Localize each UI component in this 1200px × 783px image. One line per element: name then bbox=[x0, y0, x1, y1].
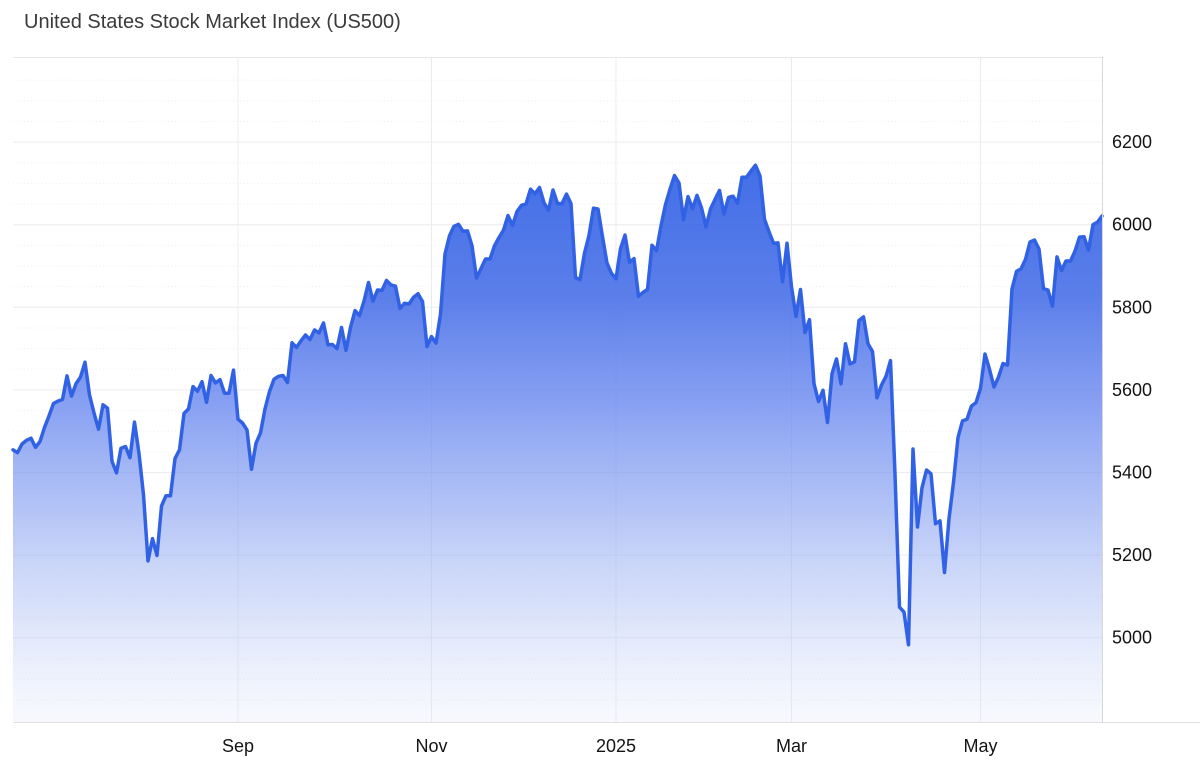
y-axis-label: 5200 bbox=[1112, 545, 1152, 565]
y-axis-label: 5600 bbox=[1112, 380, 1152, 400]
price-line bbox=[11, 163, 1104, 647]
x-axis-label: Nov bbox=[415, 736, 447, 756]
y-axis-label: 5800 bbox=[1112, 297, 1152, 317]
x-axis-label: Mar bbox=[776, 736, 807, 756]
y-axis-label: 5000 bbox=[1112, 628, 1152, 648]
area-fill bbox=[13, 165, 1102, 722]
x-axis-label: 2025 bbox=[596, 736, 636, 756]
y-axis-label: 5400 bbox=[1112, 463, 1152, 483]
y-axis-label: 6000 bbox=[1112, 215, 1152, 235]
y-axis-label: 6200 bbox=[1112, 132, 1152, 152]
x-axis-label: Sep bbox=[222, 736, 254, 756]
chart-title: United States Stock Market Index (US500) bbox=[24, 11, 401, 33]
x-axis-label: May bbox=[963, 736, 997, 756]
